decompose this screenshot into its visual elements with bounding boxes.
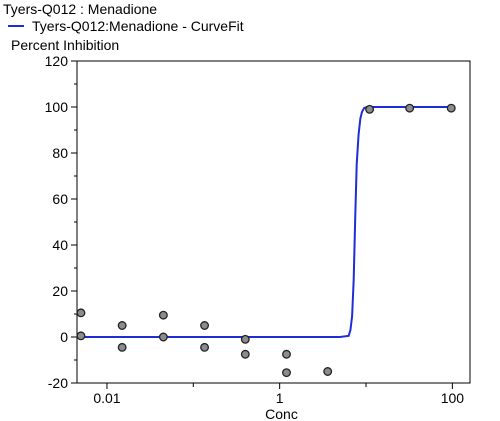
y-tick-label: 60	[52, 191, 68, 207]
data-point	[240, 334, 250, 344]
data-point	[446, 103, 456, 113]
data-point	[200, 342, 210, 352]
y-tick-label: 20	[52, 283, 68, 299]
data-point	[282, 349, 291, 359]
data-point	[76, 331, 86, 341]
data-point	[76, 308, 86, 318]
x-tick-label: 1	[276, 390, 284, 406]
x-tick-label: 0.01	[93, 390, 120, 406]
legend: Tyers-Q012:Menadione - CurveFit	[8, 18, 244, 34]
legend-line-swatch	[8, 25, 24, 27]
y-tick-label: 80	[52, 145, 68, 161]
data-point	[117, 342, 127, 352]
curve-fit-line	[77, 106, 453, 338]
y-tick-label: 120	[45, 53, 69, 69]
series-layer	[76, 103, 456, 378]
data-point	[240, 349, 250, 359]
legend-label: Tyers-Q012:Menadione - CurveFit	[32, 18, 244, 34]
data-point	[200, 321, 210, 330]
data-point	[158, 332, 168, 342]
data-point	[158, 310, 168, 320]
data-point	[117, 321, 127, 330]
y-tick-label: 100	[45, 99, 69, 115]
y-tick-label: -20	[48, 375, 68, 391]
axis-ticks: -20 0 20 40 60 80 100 120 0.01 1 100	[45, 53, 465, 406]
data-point	[405, 103, 415, 113]
data-point	[365, 104, 375, 114]
x-axis-label: Conc	[265, 406, 298, 421]
y-axis-label: Percent Inhibition	[11, 37, 120, 53]
y-tick-label: 0	[60, 329, 68, 345]
data-point	[323, 367, 333, 376]
y-tick-label: 40	[52, 237, 68, 253]
x-tick-label: 100	[441, 390, 465, 406]
data-point	[282, 368, 291, 378]
chart-title: Tyers-Q012 : Menadione	[3, 1, 158, 17]
